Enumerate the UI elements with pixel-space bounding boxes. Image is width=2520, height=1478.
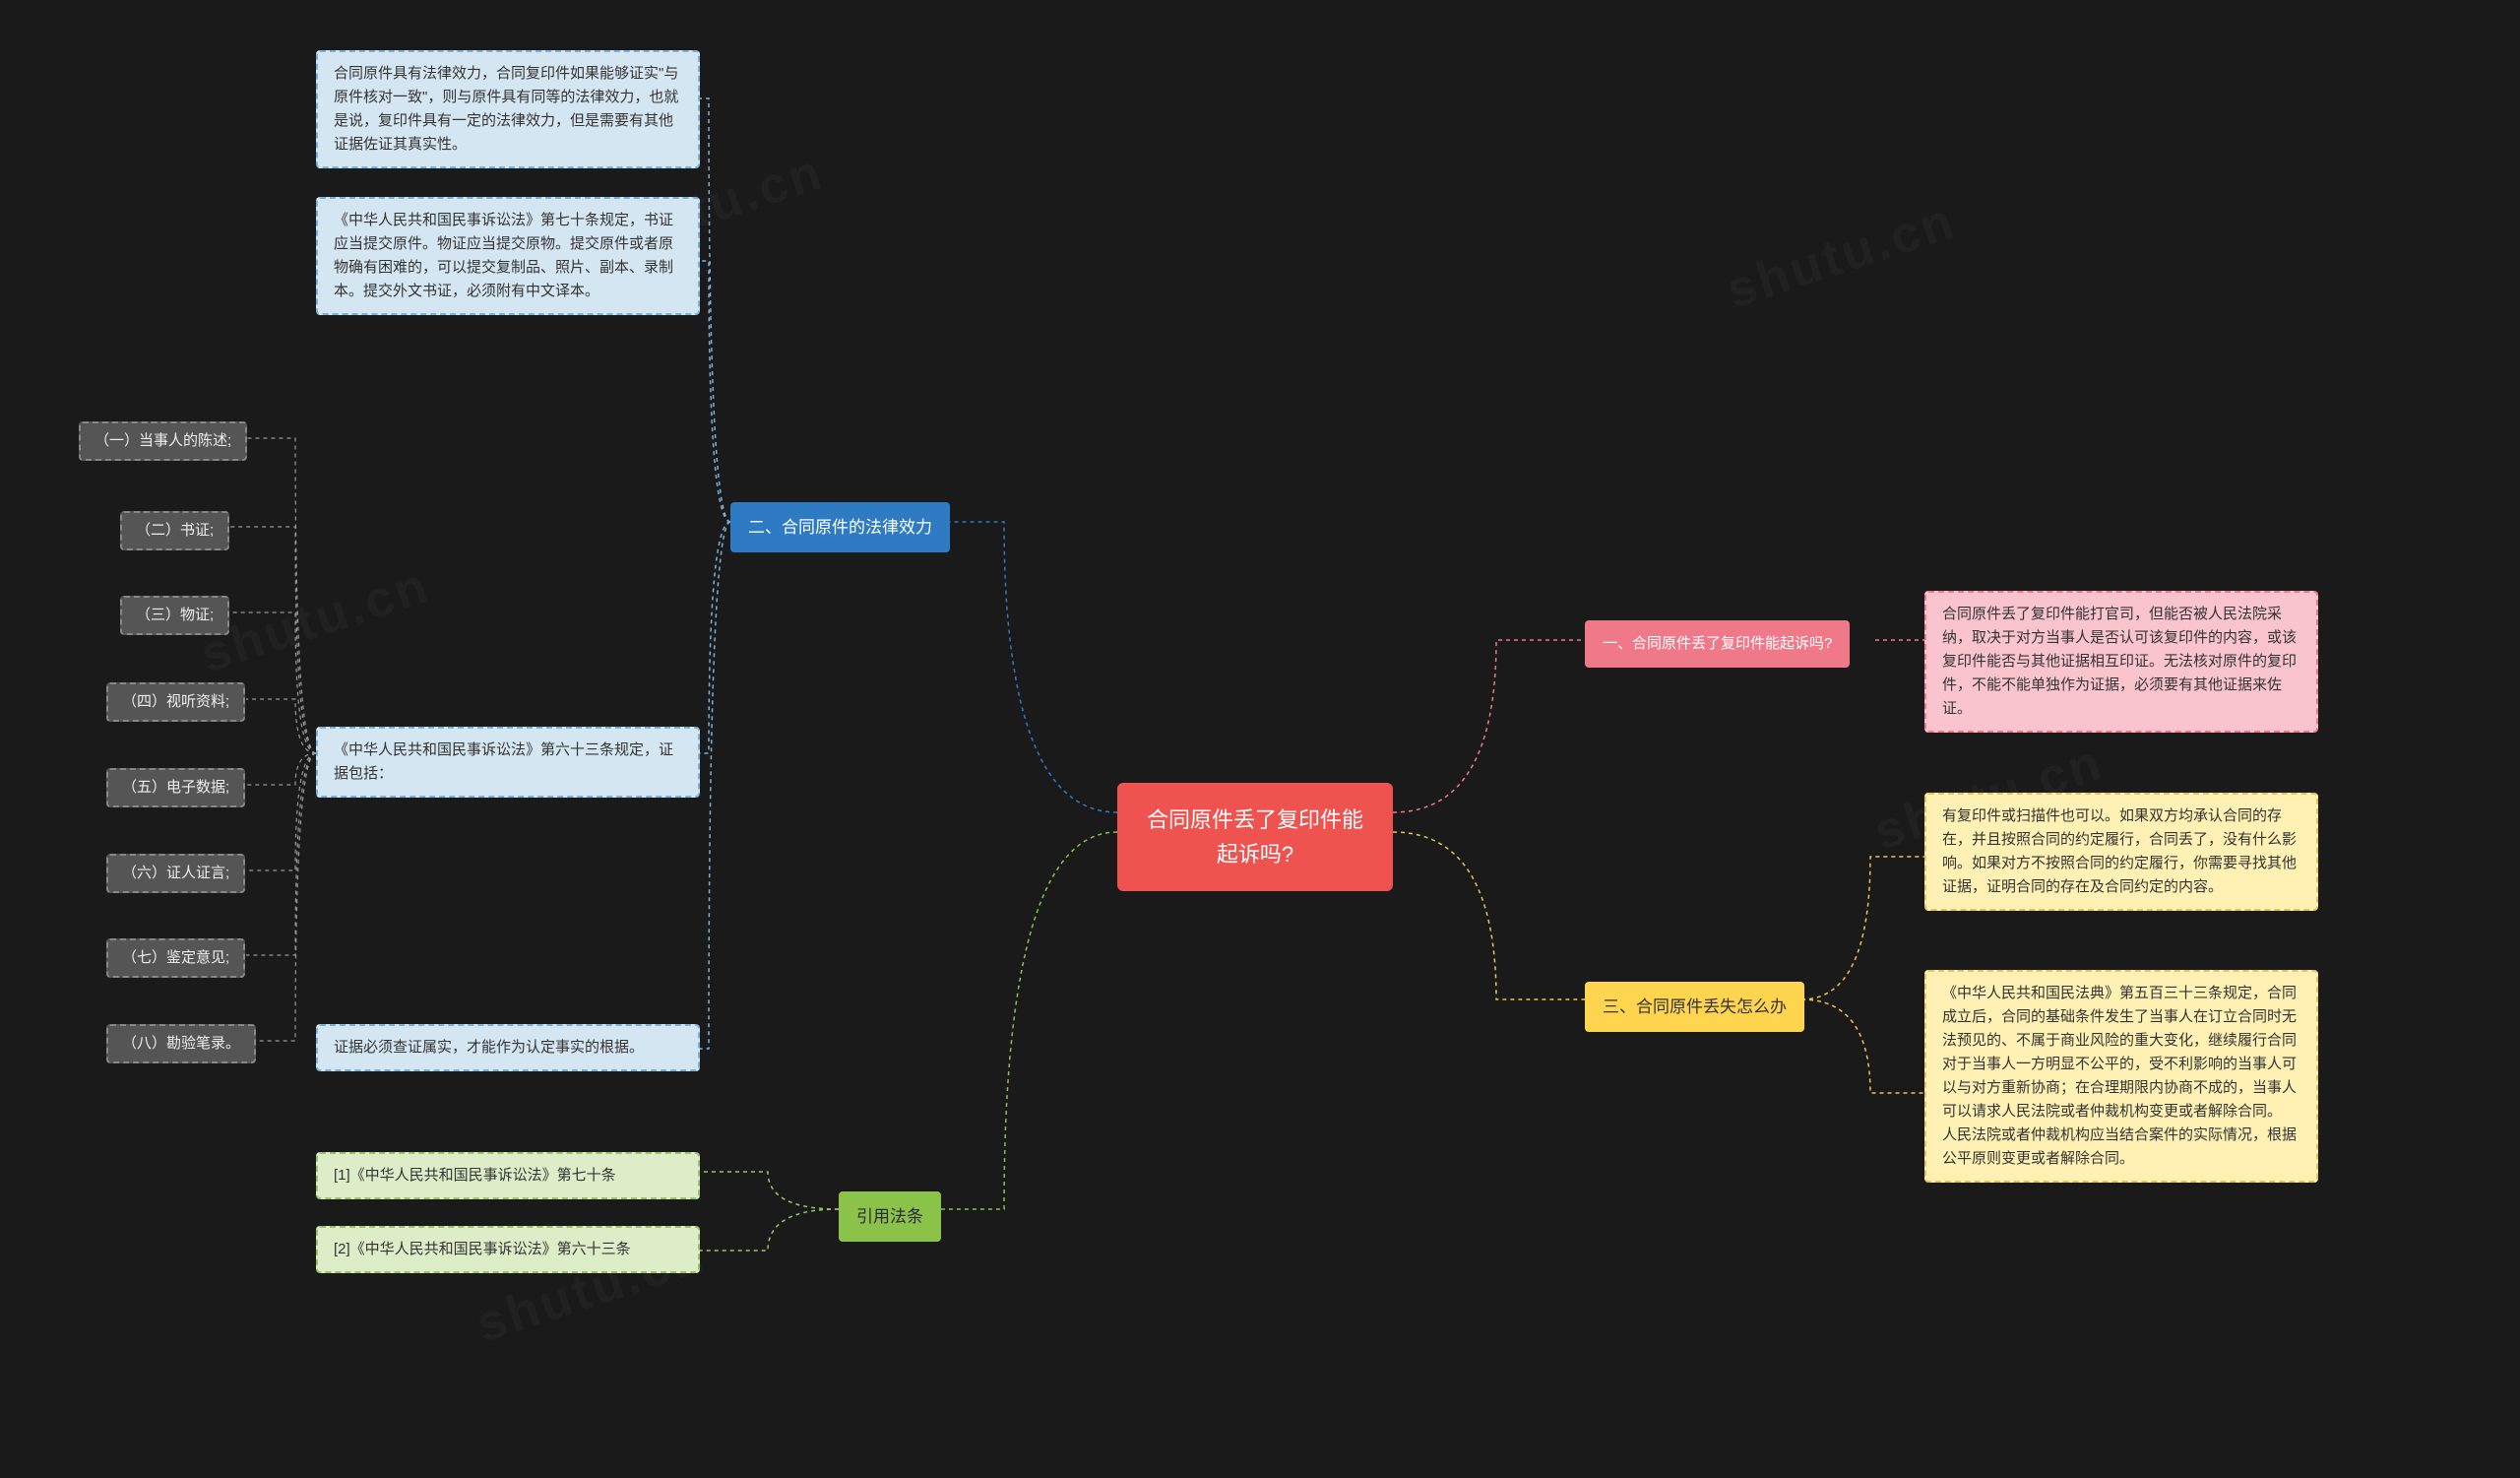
sublist-2-text: （三）物证; [136, 607, 214, 623]
central-title: 合同原件丢了复印件能起诉吗? [1147, 807, 1363, 867]
watermark: shutu.cn [1720, 191, 1963, 320]
branch2-node[interactable]: 二、合同原件的法律效力 [730, 502, 950, 552]
branch3-leaf-0[interactable]: 有复印件或扫描件也可以。如果双方均承认合同的存在，并且按照合同的约定履行，合同丢… [1924, 793, 2318, 911]
sublist-1[interactable]: （二）书证; [120, 511, 229, 550]
branch4-leaf-0[interactable]: [1]《中华人民共和国民事诉讼法》第七十条 [316, 1152, 700, 1199]
branch3-leaf-1[interactable]: 《中华人民共和国民法典》第五百三十三条规定，合同成立后，合同的基础条件发生了当事… [1924, 970, 2318, 1183]
sublist-6-text: （七）鉴定意见; [122, 949, 229, 966]
sublist-6[interactable]: （七）鉴定意见; [106, 938, 245, 978]
branch4-leaf-0-text: [1]《中华人民共和国民事诉讼法》第七十条 [334, 1167, 616, 1184]
sublist-0[interactable]: （一）当事人的陈述; [79, 421, 247, 461]
branch1-node[interactable]: 一、合同原件丢了复印件能起诉吗? [1585, 620, 1850, 668]
sublist-7-text: （八）勘验笔录。 [122, 1035, 240, 1052]
watermark: shutu.cn [194, 555, 437, 684]
central-node[interactable]: 合同原件丢了复印件能起诉吗? [1117, 783, 1393, 891]
sublist-3-text: （四）视听资料; [122, 693, 229, 710]
branch2-leaf-3-text: 证据必须查证属实，才能作为认定事实的根据。 [334, 1039, 644, 1056]
branch3-title: 三、合同原件丢失怎么办 [1603, 997, 1787, 1016]
branch4-node[interactable]: 引用法条 [839, 1191, 941, 1242]
sublist-2[interactable]: （三）物证; [120, 596, 229, 635]
sublist-5-text: （六）证人证言; [122, 865, 229, 881]
branch3-leaf-0-text: 有复印件或扫描件也可以。如果双方均承认合同的存在，并且按照合同的约定履行，合同丢… [1942, 807, 2297, 895]
branch2-title: 二、合同原件的法律效力 [748, 518, 932, 537]
branch1-leaf-text: 合同原件丢了复印件能打官司，但能否被人民法院采纳，取决于对方当事人是否认可该复印… [1942, 606, 2297, 717]
branch4-title: 引用法条 [856, 1207, 923, 1226]
branch2-leaf-0-text: 合同原件具有法律效力，合同复印件如果能够证实"与原件核对一致"，则与原件具有同等… [334, 65, 678, 153]
branch4-leaf-1-text: [2]《中华人民共和国民事诉讼法》第六十三条 [334, 1241, 631, 1257]
branch2-leaf-1-text: 《中华人民共和国民事诉讼法》第七十条规定，书证应当提交原件。物证应当提交原物。提… [334, 212, 673, 299]
branch1-leaf[interactable]: 合同原件丢了复印件能打官司，但能否被人民法院采纳，取决于对方当事人是否认可该复印… [1924, 591, 2318, 733]
branch2-leaf-1[interactable]: 《中华人民共和国民事诉讼法》第七十条规定，书证应当提交原件。物证应当提交原物。提… [316, 197, 700, 315]
branch3-node[interactable]: 三、合同原件丢失怎么办 [1585, 982, 1804, 1032]
sublist-0-text: （一）当事人的陈述; [94, 432, 231, 449]
sublist-1-text: （二）书证; [136, 522, 214, 539]
branch2-leaf-0[interactable]: 合同原件具有法律效力，合同复印件如果能够证实"与原件核对一致"，则与原件具有同等… [316, 50, 700, 168]
branch2-leaf-3[interactable]: 证据必须查证属实，才能作为认定事实的根据。 [316, 1024, 700, 1071]
sublist-3[interactable]: （四）视听资料; [106, 682, 245, 722]
branch1-title: 一、合同原件丢了复印件能起诉吗? [1603, 635, 1832, 652]
branch2-leaf-2[interactable]: 《中华人民共和国民事诉讼法》第六十三条规定，证据包括： [316, 727, 700, 798]
branch2-leaf-2-text: 《中华人民共和国民事诉讼法》第六十三条规定，证据包括： [334, 741, 673, 782]
sublist-4[interactable]: （五）电子数据; [106, 768, 245, 807]
sublist-5[interactable]: （六）证人证言; [106, 854, 245, 893]
sublist-4-text: （五）电子数据; [122, 779, 229, 796]
branch3-leaf-1-text: 《中华人民共和国民法典》第五百三十三条规定，合同成立后，合同的基础条件发生了当事… [1942, 985, 2297, 1167]
sublist-7[interactable]: （八）勘验笔录。 [106, 1024, 256, 1063]
branch4-leaf-1[interactable]: [2]《中华人民共和国民事诉讼法》第六十三条 [316, 1226, 700, 1273]
